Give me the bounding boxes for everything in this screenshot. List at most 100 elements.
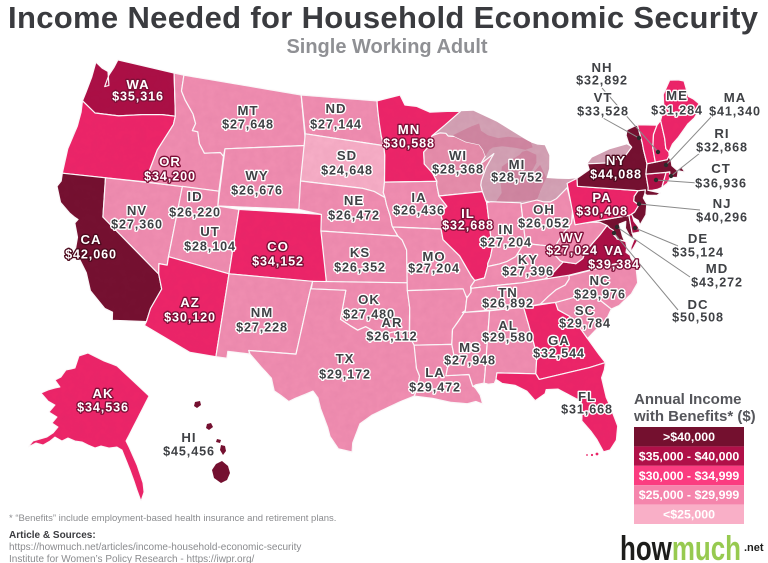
svg-text:CA: CA (80, 232, 101, 247)
svg-text:FL: FL (578, 389, 596, 404)
svg-text:NY: NY (606, 153, 626, 168)
svg-text:AL: AL (498, 318, 518, 333)
svg-text:$43,272: $43,272 (691, 276, 743, 290)
svg-text:$29,976: $29,976 (574, 288, 626, 302)
svg-text:$42,060: $42,060 (65, 248, 117, 262)
svg-text:OK: OK (358, 292, 380, 307)
svg-text:AK: AK (92, 386, 113, 401)
svg-text:IN: IN (498, 222, 513, 237)
svg-text:MD: MD (706, 261, 729, 276)
svg-text:$34,536: $34,536 (77, 401, 129, 415)
svg-text:$36,936: $36,936 (695, 177, 747, 191)
svg-text:$28,752: $28,752 (491, 171, 543, 185)
svg-text:PA: PA (592, 190, 611, 205)
svg-text:$29,580: $29,580 (482, 331, 534, 345)
svg-text:$28,104: $28,104 (184, 240, 236, 254)
svg-text:.net: .net (744, 542, 764, 554)
svg-text:AR: AR (381, 315, 402, 330)
svg-text:CT: CT (711, 161, 731, 176)
svg-text:Single Working Adult: Single Working Adult (286, 36, 487, 58)
svg-text:WY: WY (245, 168, 268, 183)
svg-text:$31,284: $31,284 (651, 104, 703, 118)
svg-text:$26,352: $26,352 (334, 261, 386, 275)
svg-text:GA: GA (548, 333, 570, 348)
svg-text:$32,868: $32,868 (696, 141, 748, 155)
svg-text:KY: KY (518, 252, 538, 267)
svg-text:HI: HI (181, 430, 196, 445)
svg-text:$31,668: $31,668 (561, 403, 613, 417)
svg-text:DC: DC (687, 297, 708, 312)
svg-text:$32,544: $32,544 (533, 347, 585, 361)
svg-text:$29,784: $29,784 (559, 317, 611, 331)
svg-text:MI: MI (509, 157, 526, 172)
svg-text:$27,360: $27,360 (111, 218, 163, 232)
svg-text:>$40,000: >$40,000 (663, 430, 715, 444)
svg-text:IL: IL (461, 206, 475, 221)
svg-text:$27,228: $27,228 (236, 321, 288, 335)
svg-text:MS: MS (459, 340, 481, 355)
svg-text:WV: WV (560, 230, 583, 245)
svg-text:$27,024: $27,024 (546, 244, 598, 258)
svg-text:$29,472: $29,472 (409, 381, 461, 395)
svg-text:$27,144: $27,144 (310, 118, 362, 132)
svg-text:NC: NC (589, 273, 610, 288)
svg-text:VT: VT (594, 90, 613, 105)
svg-text:Institute for Women’s Policy R: Institute for Women’s Policy Research - … (9, 554, 255, 563)
svg-text:$45,456: $45,456 (163, 445, 215, 459)
svg-text:<$25,000: <$25,000 (663, 508, 715, 522)
svg-text:$26,220: $26,220 (169, 206, 221, 220)
svg-text:$35,316: $35,316 (112, 90, 164, 104)
svg-text:Annual Income: Annual Income (634, 391, 742, 408)
svg-text:$30,408: $30,408 (576, 205, 628, 219)
svg-text:$24,648: $24,648 (321, 164, 373, 178)
svg-text:$27,648: $27,648 (222, 118, 274, 132)
svg-text:$50,508: $50,508 (672, 311, 724, 325)
svg-text:DE: DE (688, 231, 708, 246)
svg-text:$30,000 - $34,999: $30,000 - $34,999 (639, 469, 740, 483)
svg-text:$26,892: $26,892 (482, 297, 534, 311)
svg-text:ND: ND (325, 101, 346, 116)
svg-text:$26,052: $26,052 (518, 217, 570, 231)
svg-text:OH: OH (533, 202, 555, 217)
svg-text:AZ: AZ (180, 295, 200, 310)
svg-text:MT: MT (237, 103, 258, 118)
svg-text:$26,436: $26,436 (393, 204, 445, 218)
svg-text:TN: TN (498, 285, 518, 300)
svg-text:$32,892: $32,892 (576, 74, 628, 88)
svg-text:$35,124: $35,124 (672, 246, 724, 260)
svg-text:Article & Sources:: Article & Sources: (9, 530, 96, 541)
svg-text:SD: SD (337, 148, 357, 163)
svg-text:NH: NH (591, 60, 612, 75)
svg-text:RI: RI (714, 126, 729, 141)
svg-text:$25,000 - $29,999: $25,000 - $29,999 (639, 488, 740, 502)
svg-text:WA: WA (126, 77, 149, 92)
svg-text:$32,688: $32,688 (442, 219, 494, 233)
svg-text:$35,000 - $40,000: $35,000 - $40,000 (639, 449, 740, 463)
svg-text:Income Needed for Household Ec: Income Needed for Household Economic Sec… (8, 0, 759, 35)
svg-text:LA: LA (425, 365, 445, 380)
svg-text:howmuch: howmuch (620, 530, 741, 563)
svg-text:NE: NE (344, 193, 364, 208)
svg-text:MN: MN (398, 122, 421, 137)
svg-text:$29,172: $29,172 (319, 368, 371, 382)
svg-text:$26,472: $26,472 (328, 209, 380, 223)
svg-text:$39,384: $39,384 (588, 258, 640, 272)
svg-text:$34,152: $34,152 (252, 255, 304, 269)
svg-text:$44,088: $44,088 (590, 168, 642, 182)
svg-text:with Benefits* ($): with Benefits* ($) (633, 408, 756, 425)
svg-text:$40,296: $40,296 (696, 211, 748, 225)
svg-text:$27,204: $27,204 (480, 236, 532, 250)
svg-text:WI: WI (449, 148, 467, 163)
svg-text:ME: ME (666, 88, 688, 103)
svg-text:UT: UT (200, 224, 220, 239)
svg-text:$27,396: $27,396 (502, 265, 554, 279)
svg-text:$34,200: $34,200 (144, 170, 196, 184)
svg-text:ID: ID (187, 189, 202, 204)
svg-text:$33,528: $33,528 (577, 105, 629, 119)
svg-text:SC: SC (575, 303, 595, 318)
svg-text:$41,340: $41,340 (709, 105, 761, 119)
svg-text:https://howmuch.net/articles/i: https://howmuch.net/articles/income-hous… (9, 542, 301, 553)
svg-text:TX: TX (336, 351, 355, 366)
svg-text:* “Benefits” include employmen: * “Benefits” include employment-based he… (9, 513, 336, 524)
svg-text:$30,120: $30,120 (164, 311, 216, 325)
